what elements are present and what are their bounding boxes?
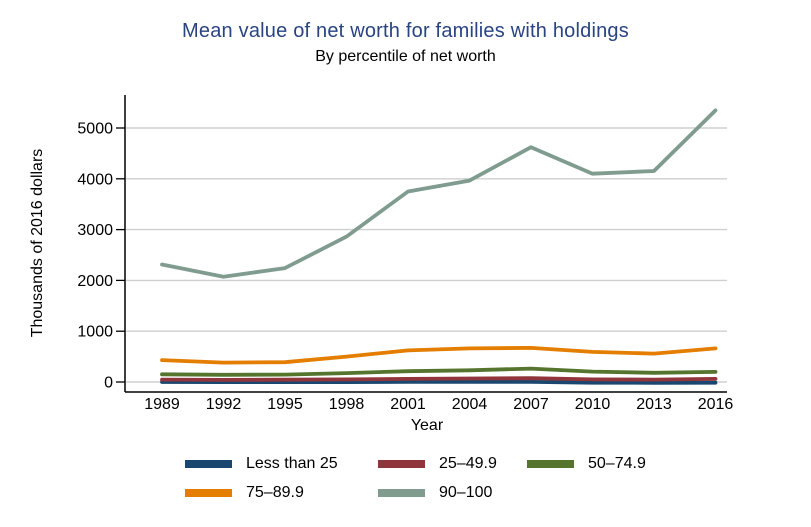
x-axis-labels: 1989 1992 1995 1998 2001 2004 2007 2010 …	[144, 396, 733, 413]
x-tick-label-2007: 2007	[513, 396, 549, 413]
legend-label-50-74-9: 50–74.9	[588, 455, 646, 472]
legend-item-25-49-9: 25–49.9	[378, 454, 527, 474]
y-tick-label-0: 0	[104, 375, 113, 392]
y-tick-label-4000: 4000	[77, 171, 113, 188]
legend-label-less-than-25: Less than 25	[246, 455, 338, 472]
legend-swatch-less-than-25	[185, 460, 232, 468]
legend-swatch-25-49-9	[378, 460, 425, 468]
x-tick-label-2010: 2010	[575, 396, 611, 413]
x-tick-label-2016: 2016	[698, 396, 734, 413]
y-axis-title: Thousands of 2016 dollars	[29, 149, 46, 338]
x-tick-label-1992: 1992	[206, 396, 242, 413]
series-line-less-than-25	[160, 379, 718, 385]
x-tick-label-2001: 2001	[390, 396, 426, 413]
legend-label-90-100: 90–100	[439, 484, 493, 501]
chart-subtitle: By percentile of net worth	[315, 48, 496, 65]
y-tick-label-1000: 1000	[77, 324, 113, 341]
x-tick-label-2013: 2013	[636, 396, 672, 413]
y-tick-label-3000: 3000	[77, 222, 113, 239]
legend-label-25-49-9: 25–49.9	[439, 455, 497, 472]
legend-swatch-50-74-9	[527, 460, 574, 468]
y-tick-label-2000: 2000	[77, 273, 113, 290]
legend-swatch-75-89-9	[185, 489, 232, 497]
x-tick-label-1989: 1989	[144, 396, 180, 413]
series-lines	[160, 108, 718, 385]
axis-lines	[124, 95, 727, 393]
y-axis-labels: 0 1000 2000 3000 4000 5000	[77, 121, 113, 392]
plot-area: 0 1000 2000 3000 4000 5000 1989 1992 199…	[29, 95, 733, 434]
legend-item-75-89-9: 75–89.9	[185, 483, 378, 503]
x-tick-label-2004: 2004	[452, 396, 488, 413]
gridlines	[126, 127, 727, 383]
x-tick-label-1998: 1998	[329, 396, 365, 413]
legend-item-50-74-9: 50–74.9	[527, 454, 646, 474]
legend-label-75-89-9: 75–89.9	[246, 484, 304, 501]
x-tick-label-1995: 1995	[267, 396, 303, 413]
y-tick-label-5000: 5000	[77, 121, 113, 138]
series-line-90-100	[160, 108, 718, 279]
legend: Less than 25 25–49.9 50–74.9 75–89.9 90–…	[185, 454, 646, 503]
series-line-25-49-9	[160, 376, 718, 382]
chart-title: Mean value of net worth for families wit…	[182, 20, 629, 42]
x-axis-title: Year	[411, 417, 444, 434]
legend-swatch-90-100	[378, 489, 425, 497]
series-line-50-74-9	[160, 366, 718, 377]
legend-item-90-100: 90–100	[378, 483, 527, 503]
y-tick-marks	[116, 127, 125, 383]
series-line-75-89-9	[160, 345, 718, 365]
legend-item-less-than-25: Less than 25	[185, 454, 378, 474]
